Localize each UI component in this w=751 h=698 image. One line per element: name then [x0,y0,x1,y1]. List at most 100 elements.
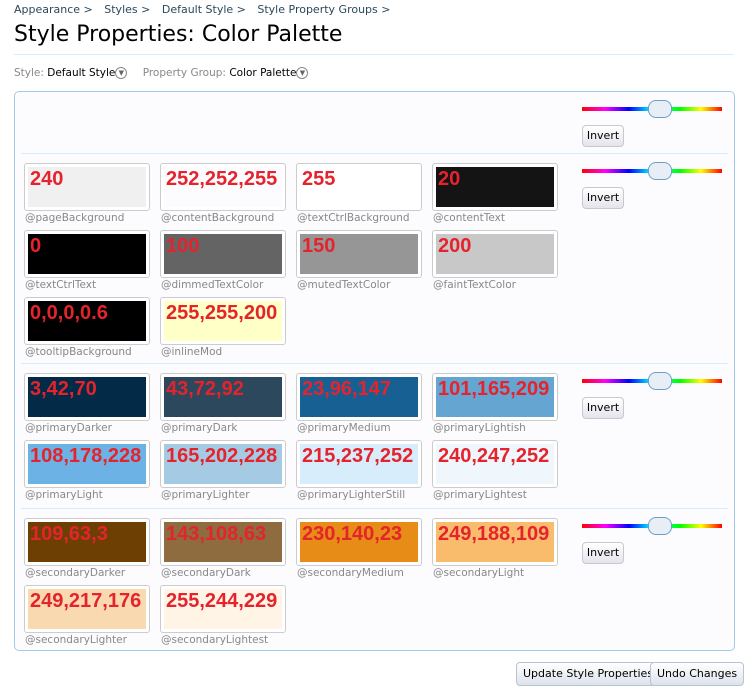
invert-button[interactable]: Invert [582,187,624,209]
color-swatch[interactable]: 20 @contentText [432,163,559,228]
color-swatch[interactable]: 101,165,209 @primaryLightish [432,373,559,438]
rgb-annotation: 255 [302,168,336,190]
swatch-label: @secondaryLight [433,567,525,579]
color-swatch[interactable]: 0,0,0,0.6 @tooltipBackground [24,297,151,362]
swatch-color[interactable]: 240,247,252 [432,440,558,488]
breadcrumb-appearance[interactable]: Appearance > [14,3,93,16]
swatch-label: @primaryLight [25,489,103,501]
swatch-color[interactable]: 249,217,176 [24,585,150,633]
swatch-label: @secondaryDarker [25,567,126,579]
swatch-color[interactable]: 255,244,229 [160,585,286,633]
rgb-annotation: 43,72,92 [166,378,244,400]
swatch-color[interactable]: 200 [432,230,558,278]
undo-changes-button[interactable]: Undo Changes [650,662,745,686]
swatch-label: @faintTextColor [433,279,516,291]
hue-slider[interactable] [582,372,722,390]
rgb-annotation: 200 [438,235,472,257]
swatch-label: @primaryDarker [25,422,112,434]
swatch-color[interactable]: 109,63,3 [24,518,150,566]
color-swatch[interactable]: 108,178,228 @primaryLight [24,440,151,505]
page-title: Style Properties: Color Palette [14,22,343,47]
rgb-annotation: 23,96,147 [302,378,391,400]
swatch-color[interactable]: 240 [24,163,150,211]
slider-thumb[interactable] [648,517,672,535]
filters: Style: Default Style ▼ Property Group: Co… [14,67,320,79]
swatch-color[interactable]: 108,178,228 [24,440,150,488]
color-swatch[interactable]: 215,237,252 @primaryLighterStill [296,440,423,505]
rgb-annotation: 215,237,252 [302,445,414,467]
rgb-annotation: 20 [438,168,461,190]
rgb-annotation: 0,0,0,0.6 [30,302,108,324]
swatch-color[interactable]: 255 [296,163,422,211]
color-swatch[interactable]: 3,42,70 @primaryDarker [24,373,151,438]
swatch-color[interactable]: 255,255,200 [160,297,286,345]
color-swatch[interactable]: 249,188,109 @secondaryLight [432,518,559,583]
property-group-label: Property Group: [142,67,226,79]
breadcrumb-style-property-groups[interactable]: Style Property Groups > [257,3,391,16]
hue-slider[interactable] [582,100,722,118]
property-group-value[interactable]: Color Palette [229,67,297,79]
rgb-annotation: 255,244,229 [166,590,278,612]
swatch-color[interactable]: 101,165,209 [432,373,558,421]
swatch-color[interactable]: 252,252,255 [160,163,286,211]
breadcrumb-styles[interactable]: Styles > [104,3,151,16]
color-swatch[interactable]: 230,140,23 @secondaryMedium [296,518,423,583]
color-swatch[interactable]: 150 @mutedTextColor [296,230,423,295]
style-value[interactable]: Default Style [47,67,116,79]
chevron-down-icon[interactable]: ▼ [115,67,128,79]
swatch-label: @mutedTextColor [297,279,391,291]
swatch-label: @primaryMedium [297,422,391,434]
swatch-color[interactable]: 0,0,0,0.6 [24,297,150,345]
color-swatch[interactable]: 100 @dimmedTextColor [160,230,287,295]
rgb-annotation: 240 [30,168,64,190]
update-style-properties-button[interactable]: Update Style Properties [516,662,661,686]
color-swatch[interactable]: 0 @textCtrlText [24,230,151,295]
color-swatch[interactable]: 200 @faintTextColor [432,230,559,295]
swatch-color[interactable]: 230,140,23 [296,518,422,566]
swatch-color[interactable]: 100 [160,230,286,278]
color-swatch[interactable]: 255,255,200 @inlineMod [160,297,287,362]
invert-button[interactable]: Invert [582,397,624,419]
breadcrumb-default-style[interactable]: Default Style > [161,3,246,16]
swatch-color[interactable]: 215,237,252 [296,440,422,488]
rgb-annotation: 165,202,228 [166,445,278,467]
invert-button[interactable]: Invert [582,542,624,564]
swatch-label: @inlineMod [161,346,223,358]
slider-thumb[interactable] [648,100,672,118]
color-swatch[interactable]: 249,217,176 @secondaryLighter [24,585,151,650]
rgb-annotation: 249,188,109 [438,523,550,545]
color-swatch[interactable]: 109,63,3 @secondaryDarker [24,518,151,583]
breadcrumb: Appearance > Styles > Default Style > St… [14,3,398,16]
swatch-label: @dimmedTextColor [161,279,264,291]
swatch-color[interactable]: 43,72,92 [160,373,286,421]
color-swatch[interactable]: 143,108,63 @secondaryDark [160,518,287,583]
color-swatch[interactable]: 23,96,147 @primaryMedium [296,373,423,438]
slider-thumb[interactable] [648,162,672,180]
color-swatch[interactable]: 165,202,228 @primaryLighter [160,440,287,505]
rgb-annotation: 100 [166,235,200,257]
palette-group: Invert 109,63,3 @secondaryDarker 143,108,63… [21,508,728,651]
swatch-color[interactable]: 143,108,63 [160,518,286,566]
swatch-color[interactable]: 3,42,70 [24,373,150,421]
rgb-annotation: 101,165,209 [438,378,550,400]
slider-thumb[interactable] [648,372,672,390]
color-swatch[interactable]: 240,247,252 @primaryLightest [432,440,559,505]
color-swatch[interactable]: 255,244,229 @secondaryLightest [160,585,287,650]
palette-group: Invert 3,42,70 @primaryDarker 43,72,92 @prim… [21,363,728,509]
swatch-color[interactable]: 249,188,109 [432,518,558,566]
color-swatch[interactable]: 255 @textCtrlBackground [296,163,423,228]
swatch-color[interactable]: 0 [24,230,150,278]
swatch-label: @textCtrlBackground [297,212,410,224]
swatch-color[interactable]: 20 [432,163,558,211]
chevron-down-icon[interactable]: ▼ [296,67,309,79]
hue-slider[interactable] [582,162,722,180]
rgb-annotation: 249,217,176 [30,590,142,612]
swatch-color[interactable]: 23,96,147 [296,373,422,421]
swatch-color[interactable]: 165,202,228 [160,440,286,488]
color-swatch[interactable]: 43,72,92 @primaryDark [160,373,287,438]
color-swatch[interactable]: 240 @pageBackground [24,163,151,228]
hue-slider[interactable] [582,517,722,535]
invert-button[interactable]: Invert [582,125,624,147]
color-swatch[interactable]: 252,252,255 @contentBackground [160,163,287,228]
swatch-color[interactable]: 150 [296,230,422,278]
